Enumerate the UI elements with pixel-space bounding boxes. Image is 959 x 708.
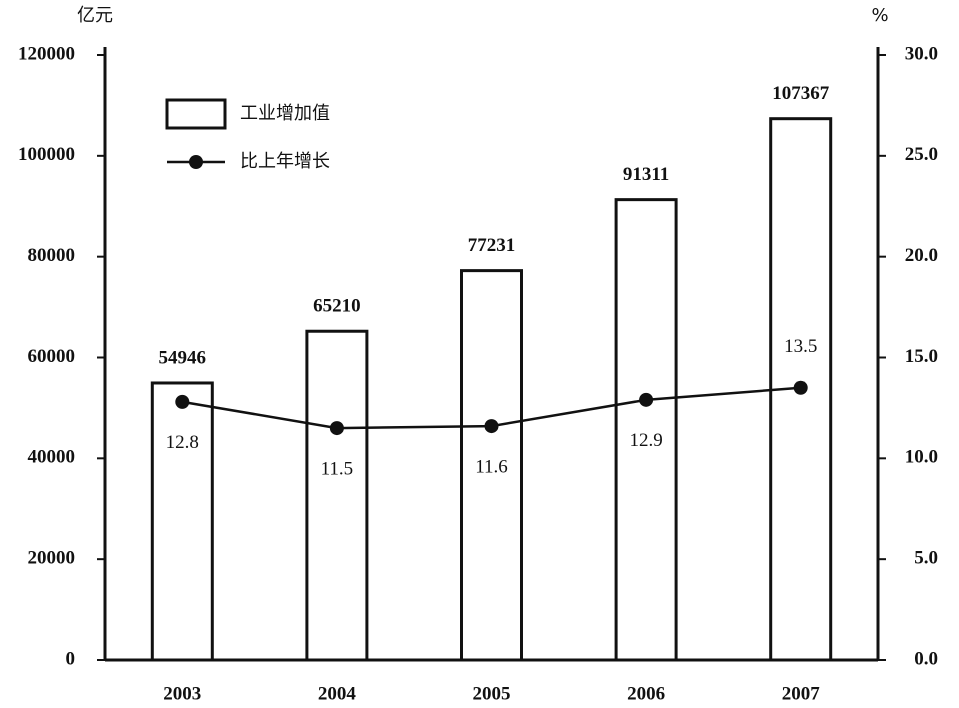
- y-tick-label: 60000: [28, 346, 76, 367]
- bar-value-label: 107367: [772, 83, 830, 104]
- line-value-label: 12.8: [166, 432, 199, 453]
- y2-tick-label: 30.0: [905, 43, 938, 64]
- line-value-label: 12.9: [629, 430, 662, 451]
- y2-tick-label: 15.0: [905, 346, 938, 367]
- line-value-label: 11.6: [475, 456, 508, 477]
- x-tick-label: 2006: [627, 683, 665, 704]
- bar: [305, 329, 369, 662]
- y-axis-title: 亿元: [77, 5, 113, 26]
- bar-value-label: 91311: [623, 164, 669, 185]
- line-point: [793, 380, 808, 395]
- legend-swatch-marker: [189, 155, 203, 169]
- line-value-label: 11.5: [321, 458, 354, 479]
- y2-tick-label: 5.0: [914, 548, 938, 569]
- legend-swatch: [165, 98, 227, 130]
- y2-tick-label: 10.0: [905, 447, 938, 468]
- y-tick-label: 20000: [28, 548, 76, 569]
- bar-value-label: 54946: [159, 347, 207, 368]
- line-point: [175, 394, 190, 409]
- y2-axis-title: %: [871, 5, 888, 26]
- bar: [614, 198, 678, 662]
- legend-label: 工业增加值: [240, 103, 330, 124]
- bar-value-label: 65210: [313, 296, 361, 317]
- bar: [460, 269, 523, 662]
- y-tick-label: 120000: [18, 43, 75, 64]
- legend-label: 比上年增长: [240, 151, 330, 172]
- line-point: [329, 421, 344, 436]
- y2-tick-label: 0.0: [914, 648, 938, 669]
- x-tick-label: 2005: [473, 683, 511, 704]
- bar-value-label: 77231: [468, 235, 516, 256]
- y-tick-label: 0: [66, 648, 76, 669]
- line-point: [639, 392, 654, 407]
- bar: [150, 381, 214, 662]
- y-tick-label: 100000: [18, 144, 75, 165]
- line-value-label: 13.5: [784, 336, 817, 357]
- x-tick-label: 2003: [163, 683, 201, 704]
- y2-tick-label: 25.0: [905, 144, 938, 165]
- x-tick-label: 2007: [782, 683, 821, 704]
- y2-tick-label: 20.0: [905, 245, 938, 266]
- x-tick-label: 2004: [318, 683, 357, 704]
- y-tick-label: 80000: [28, 245, 76, 266]
- y-tick-label: 40000: [28, 447, 76, 468]
- line-point: [484, 419, 499, 434]
